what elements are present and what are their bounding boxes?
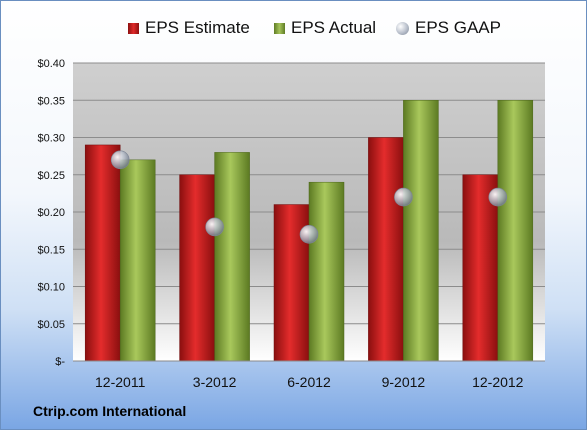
- marker-eps-gaap: [299, 225, 319, 244]
- eps-chart: $- $0.05 $0.10 $0.15 $0.20 $0.25 $0.30 $0.35 $0.…: [37, 58, 545, 390]
- y-tick-label: $0.15: [37, 244, 65, 256]
- x-tick-label: 3-2012: [193, 374, 237, 390]
- x-axis-ticks: 12-2011 3-2012 6-2012 9-2012 12-2012: [95, 374, 524, 390]
- marker-eps-gaap: [488, 187, 508, 207]
- bar-eps-actual: [403, 100, 439, 362]
- y-tick-label: $-: [55, 356, 65, 368]
- legend-label-eps-actual: EPS Actual: [291, 18, 377, 37]
- legend-item-eps-estimate: EPS Estimate: [128, 18, 250, 38]
- bar-eps-actual: [308, 181, 345, 362]
- gaap-markers: [110, 150, 508, 244]
- bar-eps-actual: [497, 100, 534, 362]
- marker-eps-gaap: [110, 150, 130, 170]
- legend-item-eps-actual: EPS Actual: [274, 18, 376, 38]
- bar-eps-actual: [119, 159, 156, 362]
- legend-label-eps-estimate: EPS Estimate: [145, 18, 250, 37]
- x-tick-label: 12-2011: [95, 374, 146, 390]
- y-axis-ticks: $- $0.05 $0.10 $0.15 $0.20 $0.25 $0.30 $0.35 $0.…: [37, 58, 65, 368]
- bar-eps-estimate: [462, 174, 499, 362]
- legend-item-eps-gaap: EPS GAAP: [396, 18, 501, 38]
- legend-swatch-eps-gaap: [396, 21, 409, 35]
- bar-eps-estimate: [179, 174, 215, 362]
- y-tick-label: $0.20: [37, 207, 65, 219]
- marker-eps-gaap: [394, 187, 413, 207]
- legend-swatch-eps-estimate: [128, 22, 139, 34]
- y-tick-label: $0.30: [37, 133, 65, 145]
- company-name: Ctrip.com International: [33, 403, 187, 419]
- y-tick-label: $0.10: [37, 282, 65, 294]
- bar-eps-actual: [214, 152, 250, 362]
- y-tick-label: $0.40: [37, 58, 65, 70]
- y-tick-label: $0.35: [37, 95, 65, 107]
- y-tick-label: $0.25: [37, 170, 65, 182]
- x-tick-label: 9-2012: [382, 374, 426, 390]
- legend-label-eps-gaap: EPS GAAP: [415, 18, 501, 37]
- bar-eps-estimate: [368, 137, 404, 362]
- bar-eps-estimate: [84, 144, 121, 362]
- marker-eps-gaap: [205, 217, 224, 237]
- x-tick-label: 12-2012: [472, 374, 524, 390]
- y-tick-label: $0.05: [37, 319, 65, 331]
- legend-swatch-eps-actual: [274, 22, 285, 34]
- legend: EPS Estimate EPS Actual EPS GAAP: [1, 18, 587, 44]
- x-tick-label: 6-2012: [287, 374, 331, 390]
